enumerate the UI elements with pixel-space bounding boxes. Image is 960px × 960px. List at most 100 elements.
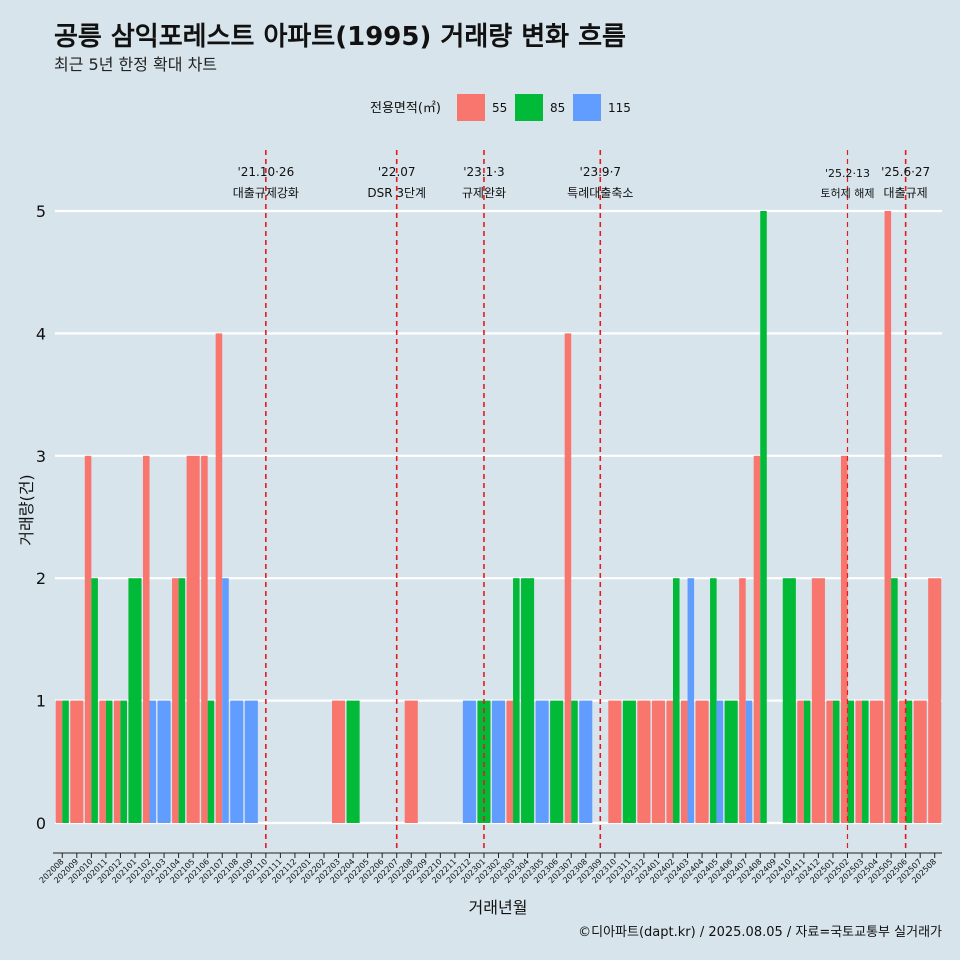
- y-tick-label: 4: [36, 324, 46, 343]
- bar-202010-85: [91, 578, 98, 823]
- bar-202411-85: [803, 700, 811, 823]
- event-date: '23.1·3: [463, 165, 504, 179]
- y-axis-ticks: 0 1 2 3 4 5: [36, 202, 46, 833]
- bar-202008-85: [62, 700, 69, 823]
- event-date: '25.6·27: [881, 165, 930, 179]
- bar-202011-85: [105, 700, 113, 823]
- bar-202504-55: [870, 700, 884, 823]
- event-date: '23.9·7: [580, 165, 621, 179]
- bar-202506-55: [899, 700, 906, 823]
- bar-202303-55: [506, 700, 514, 823]
- event-label: 대출규제강화: [233, 186, 299, 200]
- y-tick-label: 0: [36, 814, 46, 833]
- event-markers: '21.10·26 대출규제강화 '22.07 DSR 3단계 '23.1·3 규제완화 '…: [233, 150, 930, 850]
- bar-202310-55: [608, 700, 622, 823]
- bar-202203-55: [332, 700, 346, 823]
- bar-202402-55: [666, 700, 673, 823]
- bar-202411-55: [797, 700, 804, 823]
- bar-202407-115: [745, 700, 753, 823]
- bar-202204-85: [346, 700, 360, 823]
- bar-202109-115: [244, 700, 258, 823]
- bar-202104-55: [172, 578, 179, 823]
- event-date: '22.07: [378, 165, 416, 179]
- bar-202107-115: [222, 578, 229, 823]
- bar-202405-85: [710, 578, 717, 823]
- bars: [55, 211, 942, 823]
- bar-202403-55: [680, 700, 688, 823]
- chart-subtitle: 최근 5년 한정 확대 차트: [54, 55, 217, 74]
- legend-swatch-85: [515, 94, 543, 121]
- event-label: 규제완화: [462, 186, 506, 200]
- bar-202401-55: [651, 700, 665, 823]
- event-label: DSR 3단계: [367, 186, 426, 200]
- y-axis-label: 거래량(건): [17, 474, 36, 545]
- y-tick-label: 3: [36, 447, 46, 466]
- bar-202305-115: [535, 700, 549, 823]
- x-axis: 2020082020092020102020112020122021012021…: [38, 852, 942, 885]
- bar-202108-115: [230, 700, 244, 823]
- legend: 전용면적(㎡) 55 85 115: [370, 94, 631, 121]
- chart-title: 공릉 삼익포레스트 아파트(1995) 거래량 변화 흐름: [54, 22, 626, 52]
- legend-swatch-55: [457, 94, 485, 121]
- bar-202008-55: [55, 700, 63, 823]
- bar-202102-115: [149, 700, 157, 823]
- bar-202208-55: [404, 700, 418, 823]
- legend-label-85: 85: [550, 101, 565, 115]
- bar-202306-85: [550, 700, 564, 823]
- event-label: 대출규제: [884, 186, 928, 200]
- bar-202011-55: [99, 700, 106, 823]
- bar-202408-55: [753, 455, 761, 823]
- event-label: 토허제 해제: [820, 186, 874, 200]
- y-tick-label: 5: [36, 202, 46, 221]
- y-tick-label: 1: [36, 692, 46, 711]
- bar-202106-85: [207, 700, 215, 823]
- bar-202105-55: [186, 455, 200, 823]
- bar-202412-55: [811, 578, 825, 823]
- bar-202406-85: [724, 700, 738, 823]
- bar-202503-55: [855, 700, 863, 823]
- x-axis-label: 거래년월: [469, 898, 528, 917]
- bar-202506-85: [905, 700, 913, 823]
- bar-202107-55: [215, 333, 223, 823]
- bar-202308-115: [579, 700, 593, 823]
- bar-202307-55: [564, 333, 572, 823]
- bar-202104-85: [178, 578, 186, 823]
- bar-202312-55: [637, 700, 651, 823]
- legend-label-55: 55: [492, 101, 507, 115]
- bar-202012-55: [113, 700, 121, 823]
- legend-swatch-115: [573, 94, 601, 121]
- bar-202212-115: [462, 700, 476, 823]
- bar-202103-115: [157, 700, 171, 823]
- legend-title: 전용면적(㎡): [370, 101, 441, 116]
- event-label: 특례대출축소: [567, 186, 633, 200]
- caption: ©디아파트(dapt.kr) / 2025.08.05 / 자료=국토교통부 실…: [578, 925, 942, 940]
- bar-202301-85: [477, 700, 491, 823]
- bar-202311-85: [622, 700, 636, 823]
- y-tick-label: 2: [36, 569, 46, 588]
- bar-202009-55: [70, 700, 84, 823]
- bar-202403-115: [687, 578, 695, 823]
- event-date: '21.10·26: [237, 165, 294, 179]
- bar-202503-85: [862, 700, 869, 823]
- bar-202404-55: [695, 700, 709, 823]
- legend-label-115: 115: [608, 101, 631, 115]
- bar-202405-115: [716, 700, 724, 823]
- bar-202101-85: [128, 578, 142, 823]
- bar-202407-55: [739, 578, 746, 823]
- bar-202304-85: [521, 578, 535, 823]
- event-date: '25.2·13: [825, 167, 870, 180]
- bar-202402-85: [672, 578, 680, 823]
- bar-202505-55: [884, 211, 892, 823]
- bar-202502-55: [840, 455, 848, 823]
- bar-202505-85: [891, 578, 898, 823]
- bar-202302-115: [491, 700, 506, 823]
- bar-202303-85: [513, 578, 520, 823]
- bar-202501-85: [832, 700, 840, 823]
- bar-202012-85: [120, 700, 127, 823]
- bar-202502-85: [847, 700, 855, 823]
- bar-202508-55: [928, 578, 942, 823]
- bar-202501-55: [826, 700, 833, 823]
- bar-202106-55: [201, 455, 208, 823]
- bar-202408-85: [760, 211, 767, 823]
